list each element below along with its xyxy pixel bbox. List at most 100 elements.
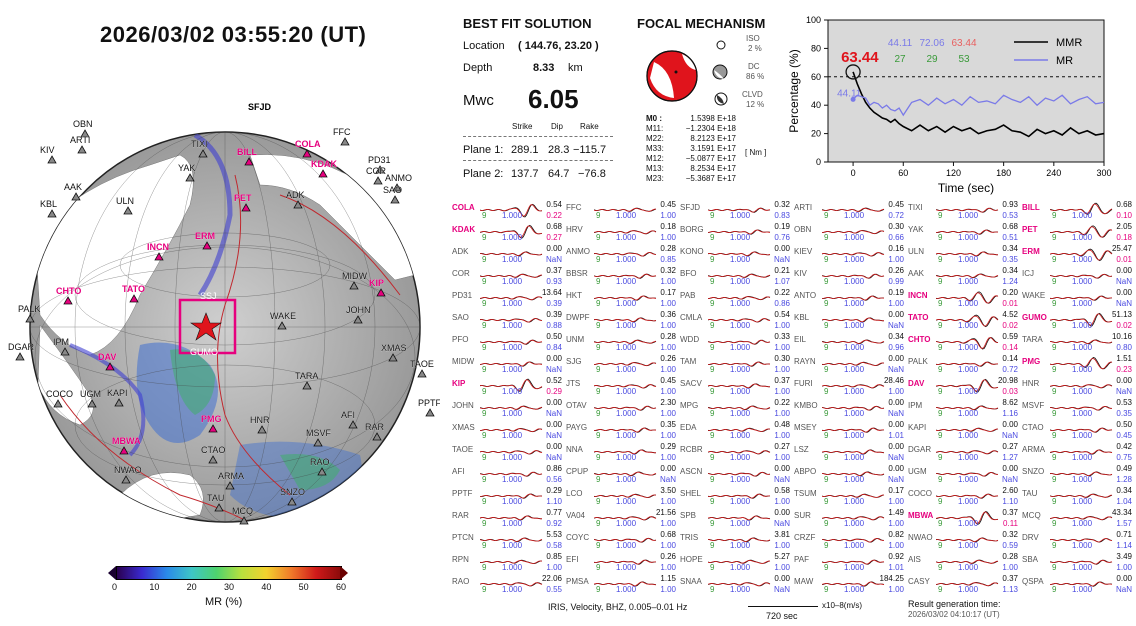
station-name: RAR [452, 511, 469, 520]
green-index: 9 [1052, 299, 1057, 308]
green-index: 9 [710, 255, 715, 264]
blue-index: 1.000 [844, 211, 865, 220]
blue-index: 1.000 [958, 343, 979, 352]
variance-top: 3.81 [774, 530, 790, 539]
synthetic-trace [708, 339, 771, 345]
waveform-cell: KIP 0.52 9 1.000 0.29 [452, 376, 564, 398]
waveform-trace [1050, 471, 1113, 477]
green-index: 9 [824, 409, 829, 418]
station-name: MAW [794, 577, 814, 586]
station-name: XMAS [452, 423, 475, 432]
variance-top: 0.26 [660, 354, 676, 363]
blue-index: 1.000 [502, 431, 523, 440]
green-index: 9 [1052, 519, 1057, 528]
blue-index: 1.000 [958, 497, 979, 506]
x-tick-label: 0 [851, 168, 856, 178]
blue-index: 1.000 [844, 431, 865, 440]
green-index: 9 [938, 299, 943, 308]
station-name: SNAA [680, 577, 702, 586]
green-index: 9 [938, 365, 943, 374]
variance-bottom: 1.01 [888, 563, 904, 572]
waveform-trace [708, 537, 771, 543]
waveform-cell: COR 0.37 9 1.000 0.93 [452, 266, 564, 288]
station-name: DWPF [566, 313, 590, 322]
waveform-cell: KIEV 0.16 9 1.000 1.00 [794, 244, 906, 266]
waveform-cell: KBL 0.00 9 1.000 NaN [794, 310, 906, 332]
planes-header-strike: Strike [512, 122, 533, 131]
planes-header-dip: Dip [551, 122, 564, 131]
station-triangle-icon [208, 455, 218, 464]
beachball-icon [646, 50, 698, 102]
variance-top: 0.00 [888, 398, 904, 407]
station-palk: PALK [18, 304, 41, 323]
blue-index: 1.000 [502, 519, 523, 528]
blue-index: 1.000 [502, 475, 523, 484]
synthetic-trace [480, 296, 543, 301]
blue-index: 1.000 [958, 541, 979, 550]
variance-top: 0.34 [1116, 486, 1132, 495]
station-sao: SAO [383, 185, 402, 204]
blue-index: 1.000 [730, 233, 751, 242]
variance-bottom: NaN [545, 409, 562, 418]
variance-bottom: 1.24 [1002, 277, 1018, 286]
blue-index: 1.000 [958, 585, 979, 594]
station-name: ARTI [794, 203, 813, 212]
variance-bottom: NaN [887, 475, 904, 484]
station-name: KAPI [908, 423, 927, 432]
waveform-trace [1050, 384, 1113, 389]
variance-top: 0.19 [774, 222, 790, 231]
green-index: 9 [482, 519, 487, 528]
waveform-cell: TARA 10.16 9 1.000 0.80 [1022, 332, 1134, 354]
waveform-trace [480, 203, 543, 218]
variance-bottom: 0.35 [1116, 409, 1132, 418]
variance-top: 0.49 [1116, 464, 1132, 473]
station-label: PET [234, 193, 252, 203]
mr-peak-value: 44.11 [837, 88, 862, 99]
variance-top: 51.13 [1111, 310, 1132, 319]
variance-bottom: 1.00 [660, 365, 676, 374]
waveform-cell: ARMA 0.42 9 1.000 0.75 [1022, 442, 1134, 464]
station-arma: ARMA [218, 471, 244, 490]
station-afi: AFI [341, 410, 358, 429]
station-triangle-icon [302, 149, 312, 158]
plane1-rake: −115.7 [573, 144, 607, 156]
variance-top: 0.35 [660, 420, 676, 429]
synthetic-trace [708, 251, 771, 257]
variance-bottom: NaN [1115, 299, 1132, 308]
blue-index: 1.000 [730, 211, 751, 220]
green-index: 9 [824, 563, 829, 572]
station-triangle-icon [376, 288, 386, 297]
blue-index: 1.000 [1072, 233, 1093, 242]
station-ffc: FFC [333, 127, 351, 146]
variance-bottom: 0.02 [1002, 321, 1018, 330]
synthetic-trace [936, 493, 999, 499]
station-pmg: PMG [201, 414, 222, 433]
variance-bottom: 0.29 [546, 387, 562, 396]
waveform-cell: COYC 0.68 9 1.000 1.00 [566, 530, 678, 552]
station-label: UGM [80, 389, 101, 399]
blue-index: 1.000 [616, 321, 637, 330]
synthetic-trace [480, 405, 543, 410]
waveform-cell: PAYG 0.35 9 1.000 1.00 [566, 420, 678, 442]
green-index: 9 [710, 277, 715, 286]
blue-index: 1.000 [844, 453, 865, 462]
station-name: MSVF [1022, 401, 1045, 410]
blue-index: 1.000 [1072, 343, 1093, 352]
synthetic-trace [936, 405, 999, 411]
station-label: KIP [369, 278, 384, 288]
station-triangle-icon [348, 420, 358, 429]
green-index: 9 [482, 255, 487, 264]
tensor-value: 8.2123 E+17 [690, 134, 736, 143]
variance-top: 5.53 [546, 530, 562, 539]
waveform-trace [594, 493, 657, 499]
station-name: KIP [452, 379, 466, 388]
tensor-key: M0 : [646, 114, 662, 123]
station-triangle-icon [185, 173, 195, 182]
station-label: KBL [40, 199, 57, 209]
green-index: 9 [824, 431, 829, 440]
waveform-trace [594, 537, 657, 543]
variance-top: 20.98 [997, 376, 1018, 385]
tensor-key: M13: [646, 164, 664, 173]
green-index: 9 [710, 409, 715, 418]
station-hnr: HNR [250, 415, 270, 434]
